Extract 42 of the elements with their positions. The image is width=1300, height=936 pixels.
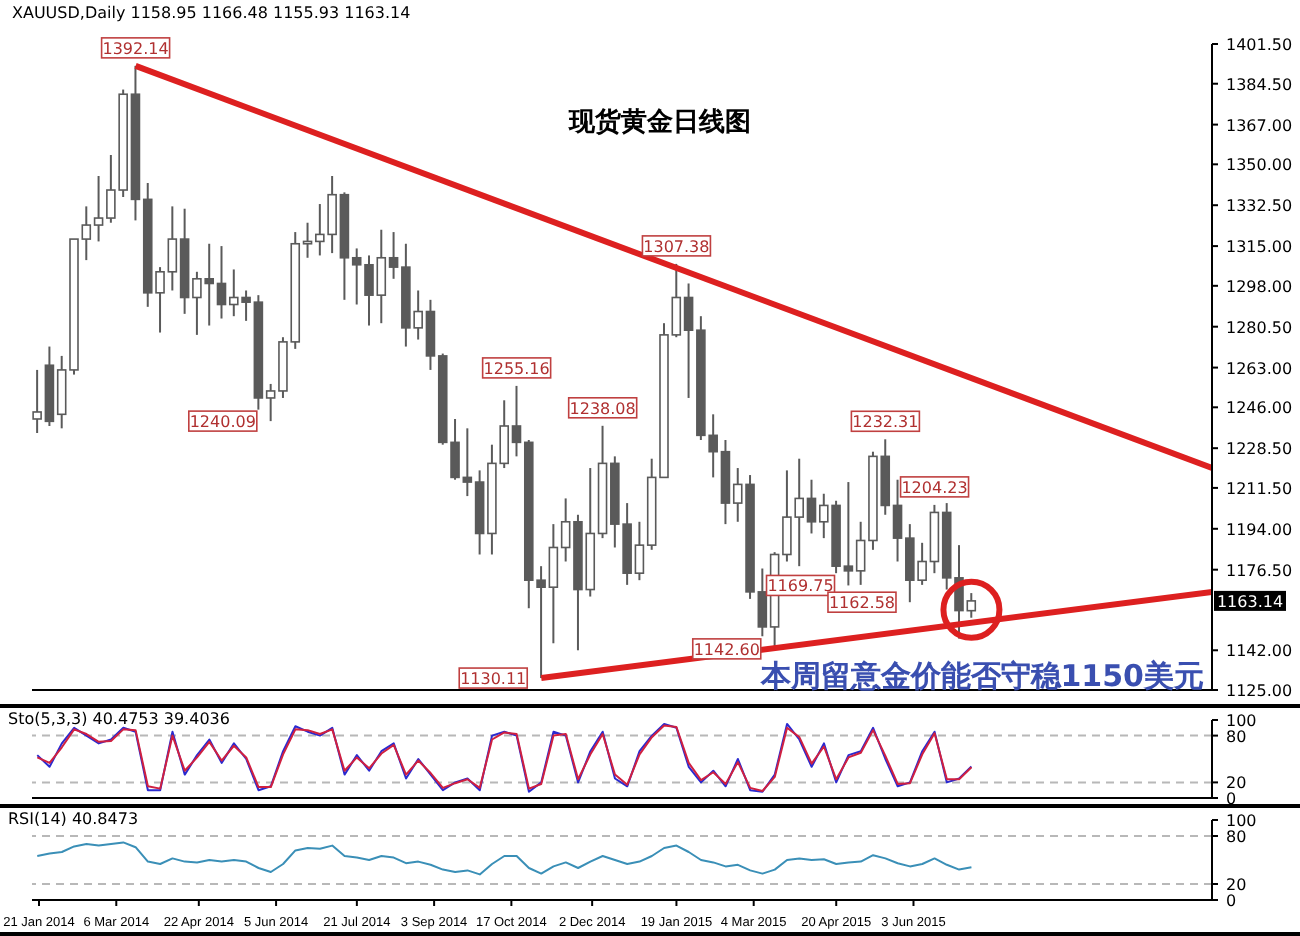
y-tick-label: 1263.00	[1226, 359, 1293, 378]
y-tick-label: 1401.50	[1226, 36, 1293, 54]
annotation: 1204.23	[901, 478, 968, 497]
annotation: 1255.16	[483, 359, 550, 378]
annotation: 1162.58	[828, 594, 896, 613]
y-tick-label: 1228.50	[1226, 440, 1293, 459]
y-tick-label: 80	[1226, 828, 1247, 846]
text: 现货黄金日线图	[566, 106, 753, 140]
y-tick-label: 1384.50	[1226, 75, 1293, 94]
text: 1163.14	[1216, 592, 1284, 611]
y-tick-label: 1246.00	[1226, 399, 1293, 418]
y-tick-label: 1367.00	[1226, 116, 1293, 135]
y-tick-label: 0	[1226, 892, 1237, 910]
annotation: 本周留意金价能否守稳1150美元	[760, 658, 1204, 696]
annotation: 1130.11	[460, 670, 527, 689]
y-tick-label: 1194.00	[1226, 520, 1293, 539]
y-tick-label: 0	[1226, 790, 1237, 808]
chart-title: Sto(5,3,3) 40.4753 39.4036	[8, 710, 230, 728]
y-tick-label: 1125.00	[1226, 682, 1293, 700]
annotation: 1392.14	[102, 39, 169, 58]
annotation: 1169.75	[767, 577, 834, 596]
y-tick-label: 1280.50	[1226, 318, 1293, 337]
y-tick-label: 20	[1226, 876, 1247, 894]
y-tick-label: 80	[1226, 727, 1247, 746]
annotation: 1238.08	[569, 399, 636, 418]
y-tick-label: 1176.50	[1226, 561, 1293, 580]
y-tick-label: 1298.00	[1226, 277, 1293, 296]
chart-subtitle: XAUUSD,Daily 1158.95 1166.48 1155.93 1163.14	[12, 4, 411, 22]
line-series	[36, 841, 973, 876]
y-tick-label: 20	[1226, 774, 1247, 793]
y-tick-label: 1142.00	[1226, 642, 1293, 661]
annotation: 1142.60	[693, 640, 760, 659]
annotation: 1240.09	[189, 413, 256, 432]
y-tick-label: 1315.00	[1226, 238, 1293, 257]
y-tick-label: 1211.50	[1226, 479, 1293, 498]
y-tick-label: 100	[1226, 712, 1257, 730]
annotation: 1232.31	[852, 413, 919, 432]
y-tick-label: 100	[1226, 812, 1257, 830]
annotation: 1307.38	[643, 237, 710, 256]
y-tick-label: 1332.50	[1226, 197, 1293, 216]
y-tick-label: 1350.00	[1226, 156, 1293, 175]
chart-title: RSI(14) 40.8473	[8, 810, 139, 828]
